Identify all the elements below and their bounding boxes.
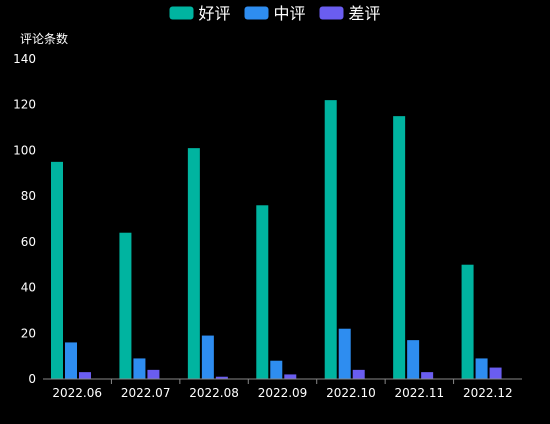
- bar[interactable]: [421, 372, 434, 379]
- bar[interactable]: [187, 148, 200, 379]
- y-axis-ticks: 0 20 40 60 80 100 120 140: [13, 52, 36, 386]
- legend-swatch: [244, 6, 269, 20]
- bar[interactable]: [133, 358, 146, 379]
- x-tick-label: 2022.08: [189, 386, 239, 400]
- y-tick-label: 0: [28, 372, 36, 386]
- bar[interactable]: [215, 376, 228, 379]
- x-axis-ticks: 2022.06 2022.07 2022.08 2022.09 2022.10 2022.…: [52, 379, 513, 400]
- bar[interactable]: [256, 205, 269, 379]
- legend-swatch: [169, 6, 194, 20]
- bars: [51, 100, 502, 380]
- y-tick-label: 100: [13, 143, 36, 157]
- y-tick-label: 80: [21, 189, 36, 203]
- bar[interactable]: [201, 335, 214, 379]
- bar[interactable]: [407, 340, 420, 379]
- legend-item[interactable]: 差评: [319, 4, 381, 23]
- y-tick-label: 40: [21, 281, 36, 295]
- x-tick-label: 2022.07: [121, 386, 171, 400]
- bar[interactable]: [461, 264, 474, 379]
- bar[interactable]: [324, 100, 337, 380]
- x-tick-label: 2022.09: [258, 386, 308, 400]
- x-tick-label: 2022.11: [395, 386, 445, 400]
- legend-label: 好评: [199, 4, 231, 23]
- bar[interactable]: [338, 328, 351, 379]
- bar[interactable]: [489, 367, 502, 379]
- x-tick-label: 2022.06: [52, 386, 102, 400]
- y-axis-label: 评论条数: [20, 31, 68, 46]
- y-tick-label: 140: [13, 52, 36, 66]
- legend-item[interactable]: 中评: [244, 4, 306, 23]
- y-tick-label: 20: [21, 326, 36, 340]
- bar[interactable]: [352, 369, 365, 379]
- bar[interactable]: [51, 161, 63, 379]
- bar[interactable]: [284, 374, 297, 379]
- bar[interactable]: [393, 116, 406, 380]
- legend-label: 差评: [349, 4, 381, 23]
- y-tick-label: 120: [13, 98, 36, 112]
- bar[interactable]: [65, 342, 77, 379]
- legend-label: 中评: [274, 4, 306, 23]
- y-tick-label: 60: [21, 235, 36, 249]
- x-tick-label: 2022.10: [326, 386, 376, 400]
- bar[interactable]: [475, 358, 488, 379]
- bar[interactable]: [79, 372, 91, 379]
- bar[interactable]: [270, 360, 283, 379]
- bar[interactable]: [119, 232, 132, 379]
- x-tick-label: 2022.12: [463, 386, 513, 400]
- bar[interactable]: [147, 369, 160, 379]
- legend-swatch: [319, 6, 344, 20]
- legend-item[interactable]: 好评: [169, 4, 231, 23]
- legend: 好评 中评 差评: [169, 4, 381, 23]
